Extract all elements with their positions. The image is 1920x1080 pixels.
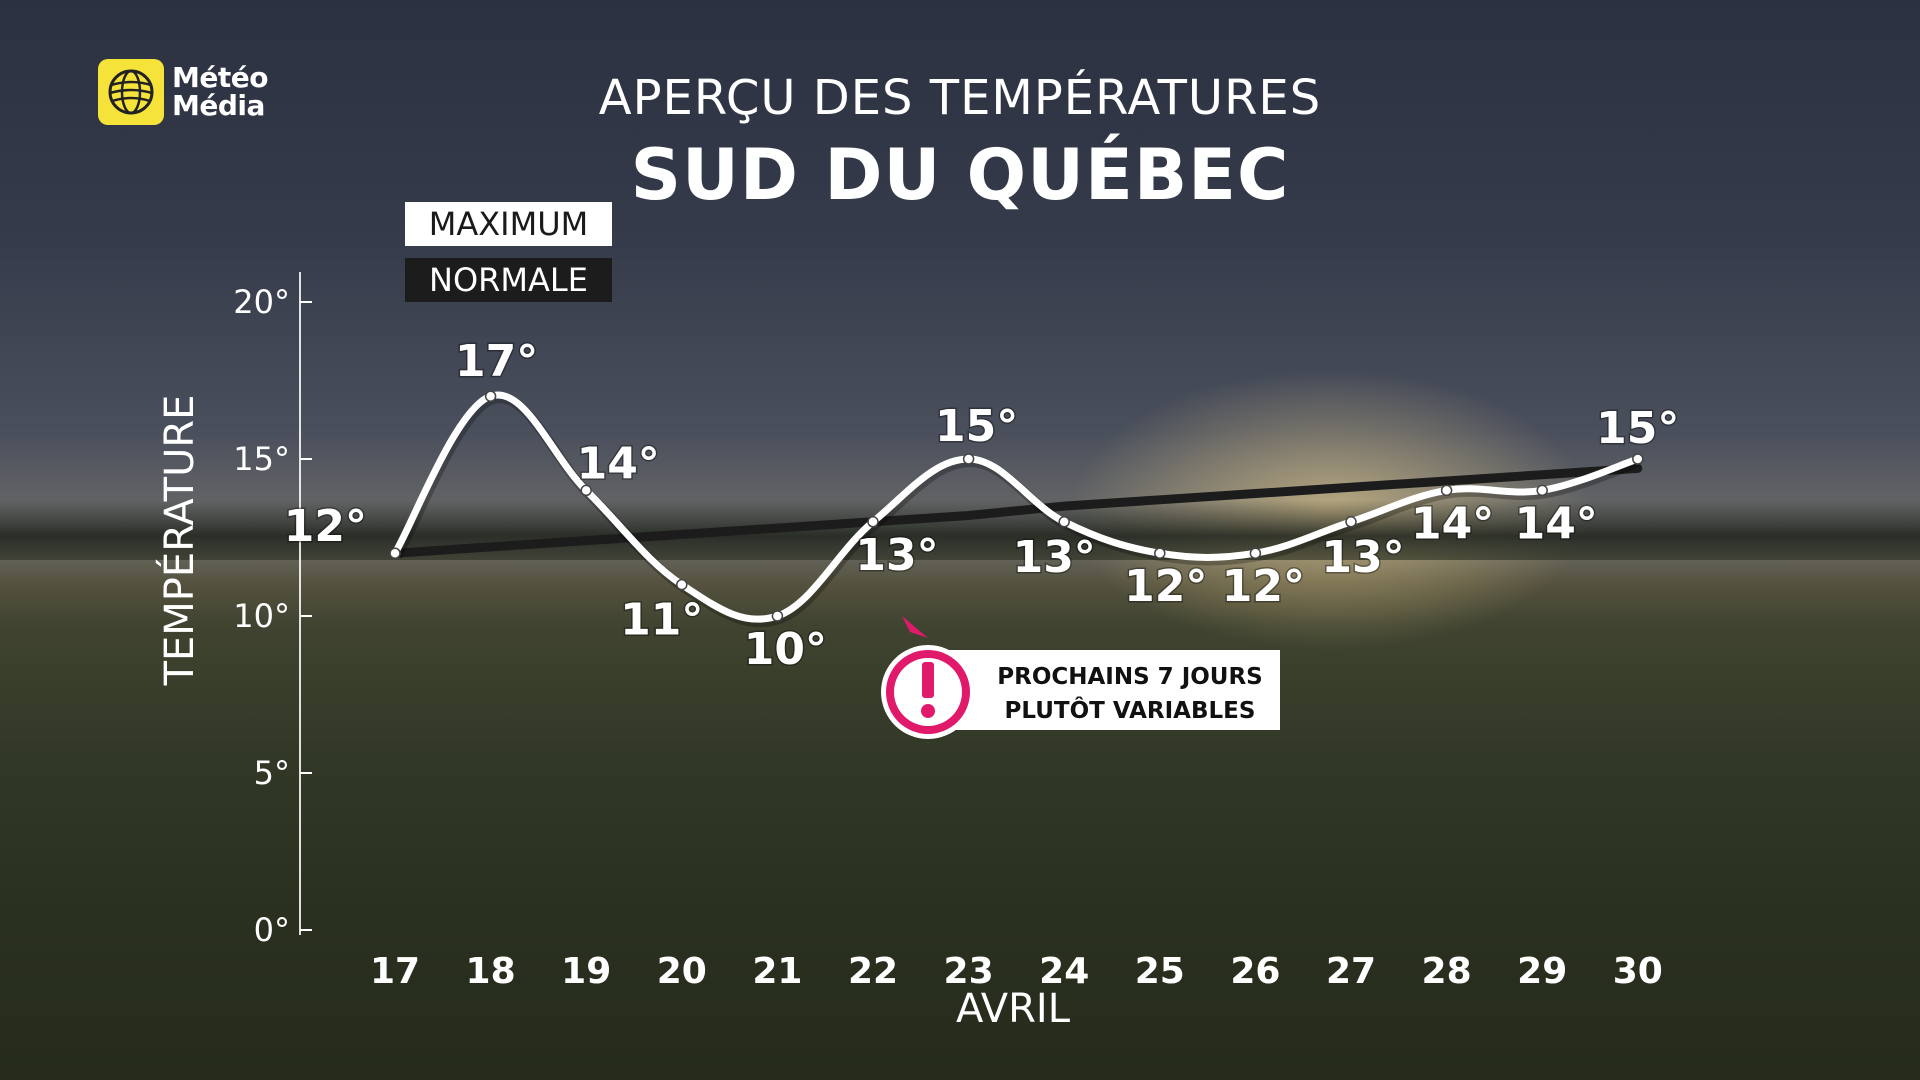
x-tick-label: 27 [1326, 951, 1376, 992]
y-tick-label: 15° [233, 440, 290, 478]
x-axis-title: AVRIL [956, 986, 1071, 1032]
data-point [1345, 516, 1357, 528]
data-labels: 12°17°14°11°10°13°15°13°12° 12°13°14° 14°1… [282, 335, 1681, 677]
data-label: 15° [935, 401, 1018, 452]
data-point [1440, 484, 1453, 497]
data-point [580, 484, 592, 497]
data-label: 12° [284, 501, 367, 552]
data-label: 11° [620, 595, 703, 646]
normal-line [390, 463, 1643, 558]
x-tick-label: 28 [1422, 951, 1472, 992]
x-tick-label: 30 [1613, 951, 1663, 992]
x-tick-label: 23 [944, 951, 994, 992]
data-label: 12° [1124, 561, 1207, 612]
alert-box [940, 650, 1280, 730]
page-subtitle: SUD DU QUÉBEC [630, 134, 1290, 216]
data-point [484, 390, 497, 402]
data-point [962, 453, 975, 465]
data-label: 14° [577, 438, 660, 489]
data-label: 17° [455, 336, 538, 387]
legend-maximum: MAXIMUM [405, 202, 612, 246]
alert-line-1: PROCHAINS 7 JOURS [997, 664, 1263, 690]
data-point [1536, 484, 1548, 497]
exclamation-icon [881, 616, 975, 739]
alert-line-2: PLUTÔT VARIABLES [1004, 698, 1256, 724]
chart-axes [299, 272, 312, 935]
data-point [1154, 547, 1166, 559]
x-tick-label: 26 [1230, 951, 1280, 992]
brand-logo: Météo Média [98, 58, 268, 126]
x-tick-label: 19 [561, 951, 611, 992]
data-point [676, 578, 688, 591]
x-tick-label: 22 [848, 951, 898, 992]
maximum-points [389, 390, 1644, 622]
x-tick-label: 25 [1135, 951, 1185, 992]
data-label: 15° [1596, 403, 1679, 454]
data-point [1058, 516, 1070, 528]
data-label: 14° [1411, 498, 1494, 549]
data-point [771, 610, 784, 622]
x-tick-label: 17 [370, 951, 420, 992]
maximum-line [391, 391, 1642, 623]
brand-line-2: Média [172, 89, 265, 122]
x-tick-labels: 17 18 19 20 21 22 23 24 25 26 27 28 29 30 [370, 951, 1663, 992]
data-point [389, 547, 401, 559]
x-tick-label: 24 [1039, 951, 1089, 992]
brand-line-1: Météo [172, 61, 268, 94]
data-point [1632, 453, 1644, 465]
x-tick-label: 29 [1517, 951, 1567, 992]
data-label: 12° [1222, 561, 1305, 612]
data-label: 13° [1321, 532, 1404, 583]
data-label: 13° [855, 530, 938, 581]
y-tick-label: 0° [254, 911, 290, 949]
globe-icon [98, 59, 164, 125]
x-tick-label: 18 [466, 951, 516, 992]
x-tick-label: 20 [657, 951, 707, 992]
x-tick-label: 21 [752, 951, 802, 992]
normal-series [390, 463, 1643, 558]
y-tick-label: 20° [233, 283, 290, 321]
alert-text: PROCHAINS 7 JOURS PLUTÔT VARIABLES [990, 660, 1270, 728]
horizon-treeline [0, 500, 1920, 560]
y-axis-title: TEMPÉRATURE [155, 395, 203, 687]
data-point [1249, 547, 1262, 559]
data-point [867, 516, 879, 528]
y-tick-label: 5° [254, 754, 290, 792]
data-label: 14° [1515, 498, 1598, 549]
legend-normale: NORMALE [405, 258, 612, 302]
data-label: 10° [744, 624, 827, 675]
y-tick-labels: 0° 5° 10° 15° 20° [233, 283, 290, 949]
y-tick-label: 10° [233, 597, 290, 635]
data-label: 13° [1013, 532, 1096, 583]
page-title: APERÇU DES TEMPÉRATURES [598, 70, 1322, 126]
